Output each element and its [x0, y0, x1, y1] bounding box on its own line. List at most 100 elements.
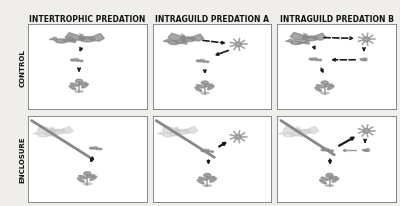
Polygon shape: [33, 133, 36, 134]
Ellipse shape: [315, 60, 318, 61]
Polygon shape: [310, 34, 326, 41]
Ellipse shape: [201, 150, 204, 152]
Y-axis label: ENCLOSURE: ENCLOSURE: [19, 136, 25, 183]
Ellipse shape: [329, 177, 337, 179]
Ellipse shape: [69, 86, 76, 90]
Ellipse shape: [169, 42, 179, 45]
Polygon shape: [182, 127, 198, 134]
Ellipse shape: [203, 185, 212, 187]
Ellipse shape: [205, 149, 210, 151]
Ellipse shape: [315, 88, 322, 92]
Polygon shape: [290, 131, 300, 136]
Polygon shape: [169, 131, 179, 136]
Polygon shape: [175, 39, 185, 44]
Ellipse shape: [70, 84, 78, 87]
Ellipse shape: [181, 38, 195, 42]
Ellipse shape: [195, 88, 202, 92]
Ellipse shape: [312, 59, 314, 61]
Ellipse shape: [82, 84, 88, 89]
Ellipse shape: [79, 37, 84, 40]
Ellipse shape: [201, 93, 209, 95]
Polygon shape: [297, 39, 307, 44]
Ellipse shape: [313, 58, 318, 60]
Ellipse shape: [235, 135, 241, 139]
Y-axis label: CONTROL: CONTROL: [19, 49, 25, 86]
Polygon shape: [179, 42, 187, 45]
Ellipse shape: [362, 150, 364, 151]
Ellipse shape: [75, 91, 83, 93]
Ellipse shape: [324, 85, 332, 88]
Ellipse shape: [99, 149, 102, 150]
Polygon shape: [302, 42, 309, 45]
Ellipse shape: [207, 151, 210, 152]
Ellipse shape: [235, 43, 241, 47]
Ellipse shape: [83, 183, 92, 185]
Polygon shape: [188, 35, 204, 42]
Ellipse shape: [321, 82, 328, 85]
Ellipse shape: [204, 174, 211, 177]
Ellipse shape: [206, 62, 209, 63]
Ellipse shape: [55, 40, 67, 44]
Polygon shape: [304, 127, 319, 134]
Ellipse shape: [166, 40, 170, 43]
Ellipse shape: [203, 150, 206, 152]
Ellipse shape: [90, 147, 92, 149]
Ellipse shape: [326, 174, 333, 177]
Polygon shape: [174, 134, 181, 137]
Polygon shape: [87, 34, 104, 42]
Ellipse shape: [163, 134, 174, 137]
Ellipse shape: [360, 59, 362, 61]
Ellipse shape: [363, 38, 370, 42]
Ellipse shape: [208, 86, 214, 90]
Ellipse shape: [80, 61, 83, 62]
Ellipse shape: [330, 150, 333, 152]
Title: INTERTROPHIC PREDATION: INTERTROPHIC PREDATION: [29, 15, 146, 24]
Ellipse shape: [316, 85, 324, 89]
Ellipse shape: [199, 177, 206, 180]
Polygon shape: [38, 126, 58, 134]
Ellipse shape: [79, 176, 86, 179]
Polygon shape: [44, 131, 54, 136]
Ellipse shape: [325, 185, 334, 187]
Ellipse shape: [284, 134, 294, 137]
Ellipse shape: [90, 176, 97, 180]
Polygon shape: [49, 134, 56, 137]
Ellipse shape: [197, 180, 204, 184]
Ellipse shape: [364, 150, 369, 152]
Ellipse shape: [92, 148, 95, 149]
Polygon shape: [168, 34, 188, 42]
Ellipse shape: [84, 172, 91, 176]
Polygon shape: [290, 33, 310, 41]
Ellipse shape: [80, 37, 95, 43]
Polygon shape: [62, 37, 73, 43]
Ellipse shape: [210, 178, 216, 182]
Ellipse shape: [309, 59, 312, 61]
Ellipse shape: [366, 151, 370, 152]
Ellipse shape: [327, 150, 330, 152]
Ellipse shape: [288, 40, 292, 43]
Ellipse shape: [363, 59, 367, 60]
Ellipse shape: [199, 61, 202, 63]
Ellipse shape: [200, 60, 205, 61]
Ellipse shape: [291, 42, 302, 45]
Ellipse shape: [323, 150, 326, 151]
Ellipse shape: [93, 147, 98, 148]
Ellipse shape: [38, 134, 49, 137]
Ellipse shape: [50, 130, 65, 134]
Polygon shape: [67, 40, 76, 43]
Ellipse shape: [325, 149, 330, 150]
Polygon shape: [283, 126, 304, 134]
Ellipse shape: [78, 178, 84, 182]
Ellipse shape: [281, 132, 285, 135]
Ellipse shape: [296, 130, 310, 134]
Ellipse shape: [52, 38, 57, 41]
Ellipse shape: [87, 175, 95, 178]
Ellipse shape: [321, 149, 324, 151]
Ellipse shape: [196, 85, 204, 89]
Polygon shape: [278, 133, 281, 134]
Ellipse shape: [73, 60, 76, 62]
Ellipse shape: [95, 148, 98, 150]
Polygon shape: [294, 134, 302, 137]
Ellipse shape: [50, 129, 55, 132]
Ellipse shape: [332, 178, 339, 182]
